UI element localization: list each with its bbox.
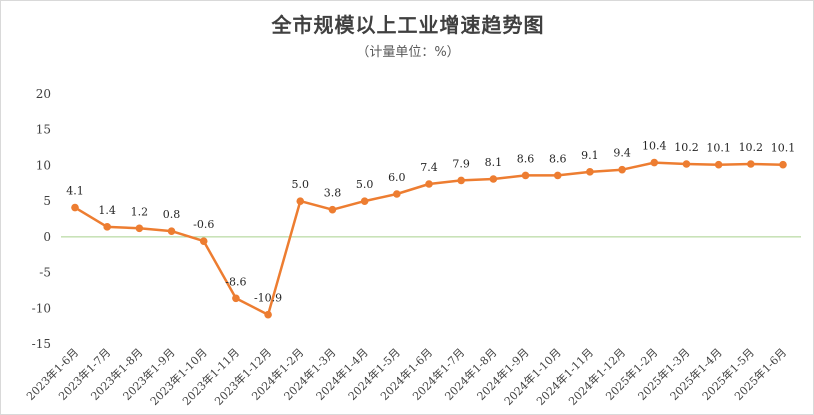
data-label: 7.4: [420, 161, 438, 174]
chart-subtitle: （计量单位：%）: [356, 45, 460, 60]
data-label: 10.2: [674, 141, 699, 154]
data-label: 7.9: [452, 157, 470, 170]
x-tick-label: 2023年1-10月: [147, 345, 210, 408]
data-point: [714, 160, 723, 169]
data-label: -0.6: [193, 218, 214, 231]
data-label: 9.4: [613, 147, 631, 160]
data-point: [779, 160, 787, 169]
data-point: [71, 203, 79, 212]
data-point: [747, 160, 755, 168]
y-tick-label: -15: [32, 337, 51, 351]
data-label: 8.6: [517, 152, 535, 165]
y-tick-label: -10: [32, 301, 51, 315]
chart-title: 全市规模以上工业增速趋势图: [271, 13, 545, 37]
x-tick-label: 2024年1-11月: [533, 345, 596, 408]
data-label: 1.4: [98, 204, 116, 217]
x-tick-label: 2024年1-12月: [565, 345, 628, 408]
data-point: [393, 190, 401, 198]
data-point: [328, 205, 337, 214]
data-label: 10.4: [642, 140, 667, 153]
data-label: 5.0: [356, 178, 374, 191]
y-tick-label: 0: [43, 230, 51, 244]
data-label: 0.8: [163, 208, 181, 221]
data-label: 10.1: [771, 142, 796, 155]
data-point: [618, 165, 626, 174]
data-point: [425, 180, 433, 188]
data-point: [264, 310, 272, 319]
data-point: [586, 168, 594, 176]
x-tick-label: 2023年1-12月: [211, 345, 274, 408]
data-label: 6.0: [388, 171, 406, 184]
data-point: [650, 158, 659, 167]
data-label: -8.6: [225, 275, 246, 288]
y-tick-label: -5: [39, 266, 51, 280]
data-label: 9.1: [581, 149, 599, 162]
data-label: 10.1: [706, 142, 731, 155]
data-label: 8.1: [485, 156, 503, 169]
data-point: [199, 237, 208, 245]
data-label: -10.9: [254, 292, 282, 305]
data-label: 8.6: [549, 152, 567, 165]
y-tick-label: 20: [36, 87, 51, 101]
data-label: 4.1: [66, 185, 84, 198]
data-point: [489, 175, 498, 183]
x-tick-label: 2023年1-11月: [179, 345, 242, 408]
data-label: 3.8: [324, 187, 342, 200]
data-point: [553, 171, 562, 180]
x-tick-label: 2024年1-10月: [501, 345, 564, 408]
y-tick-label: 10: [36, 158, 51, 172]
y-tick-label: 15: [36, 123, 51, 137]
data-point: [360, 197, 369, 205]
data-point: [103, 223, 111, 231]
data-point: [296, 197, 305, 205]
data-point: [232, 294, 240, 303]
data-point: [682, 160, 691, 168]
data-label: 1.2: [131, 205, 149, 218]
data-point: [167, 227, 176, 235]
data-point: [521, 171, 530, 180]
data-point: [457, 176, 465, 185]
data-label: 10.2: [739, 141, 764, 154]
data-point: [135, 224, 144, 233]
data-label: 5.0: [292, 178, 310, 191]
y-tick-label: 5: [43, 194, 51, 208]
